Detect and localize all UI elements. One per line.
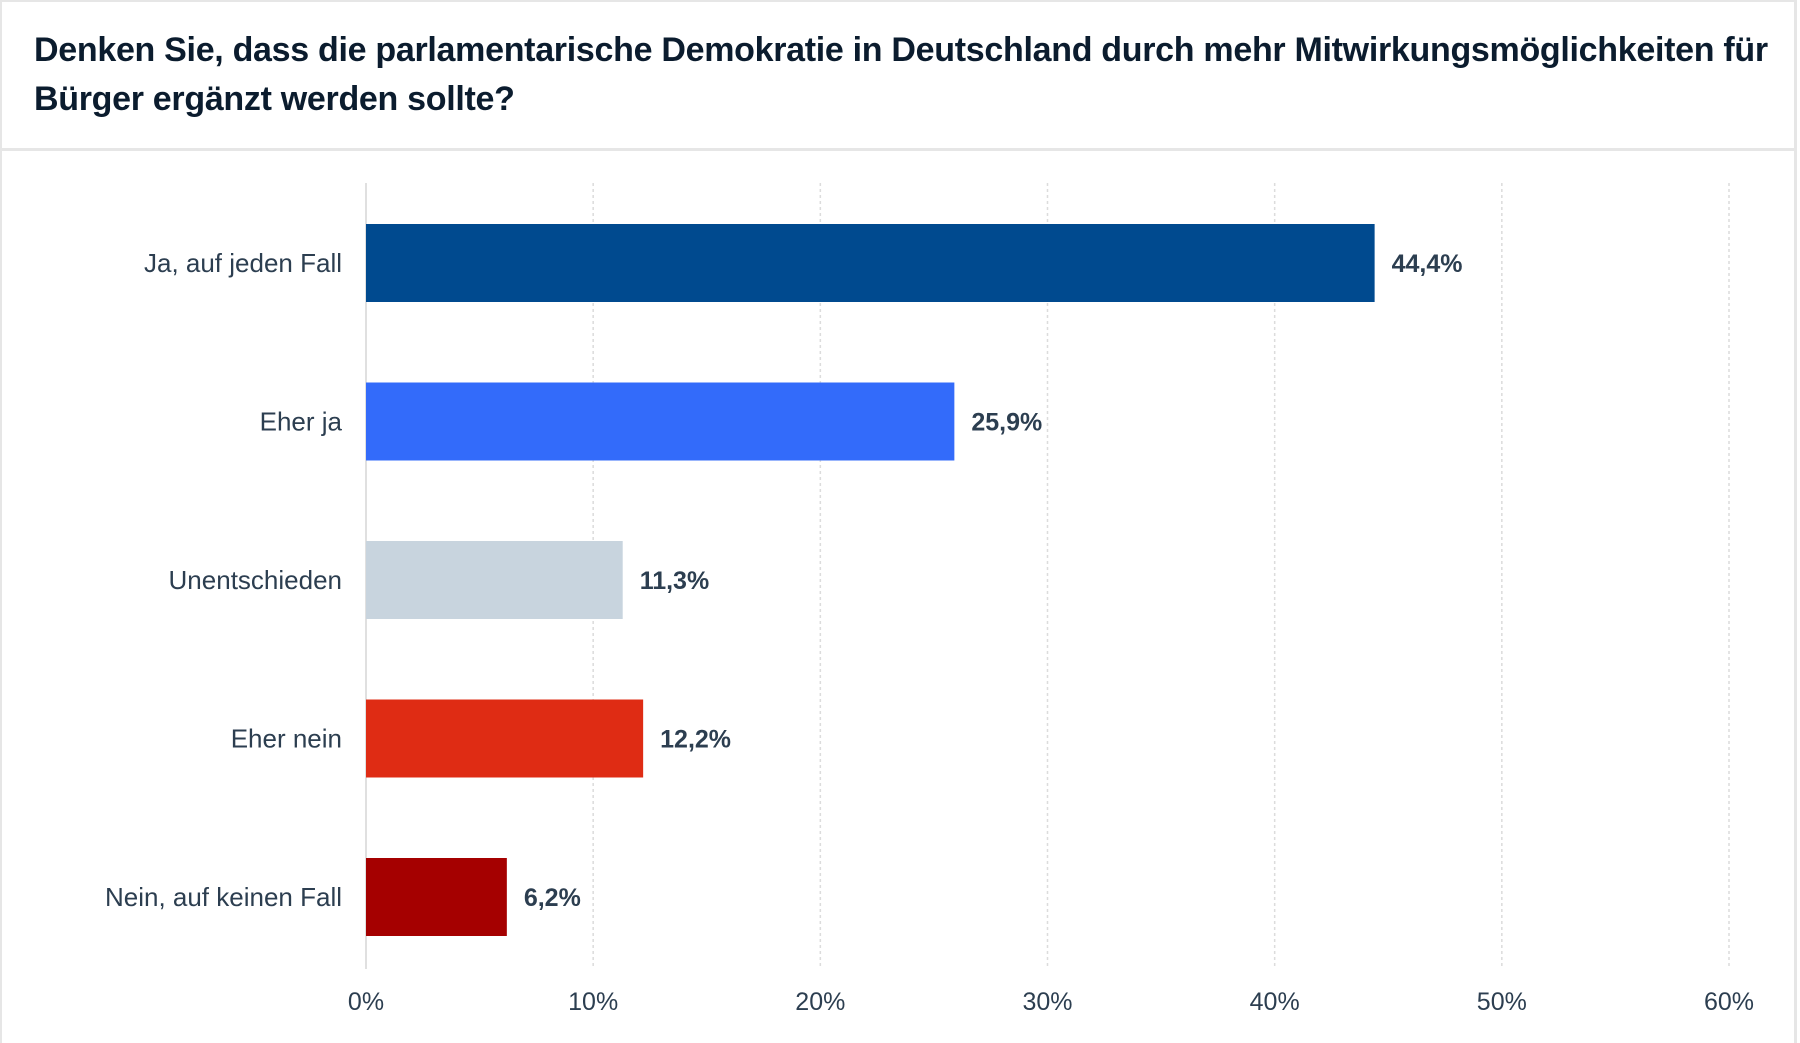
bar [366,382,955,461]
chart-title: Denken Sie, dass die parlamentarische De… [34,31,1768,118]
category-labels: Ja, auf jeden Fall Eher ja Unentschieden Eh… [105,248,343,912]
bar [366,224,1375,302]
category-label: Eher ja [260,407,343,437]
bars [366,224,1375,936]
x-axis-tick-labels: 0% 10% 20% 30% 40% 50% 60% [348,988,1754,1016]
x-tick-label: 20% [795,988,845,1016]
data-label: 44,4% [1392,250,1463,278]
data-label: 6,2% [524,884,581,912]
data-label: 12,2% [660,726,731,754]
bar [366,858,507,936]
bar [366,541,623,619]
value-labels: 44,4% 25,9% 11,3% 12,2% 6,2% [524,250,1463,912]
chart-header: Denken Sie, dass die parlamentarische De… [0,0,1797,151]
x-tick-label: 10% [568,988,618,1016]
category-label: Ja, auf jeden Fall [144,248,342,278]
data-label: 11,3% [640,567,710,595]
bar [366,699,644,778]
x-tick-label: 60% [1704,988,1754,1016]
x-tick-label: 40% [1250,988,1300,1016]
x-tick-label: 30% [1022,988,1072,1016]
category-label: Unentschieden [169,565,342,595]
category-label: Nein, auf keinen Fall [105,882,342,912]
x-tick-label: 50% [1477,988,1527,1016]
x-tick-label: 0% [348,988,384,1016]
data-label: 25,9% [971,409,1042,437]
category-label: Eher nein [231,724,342,754]
